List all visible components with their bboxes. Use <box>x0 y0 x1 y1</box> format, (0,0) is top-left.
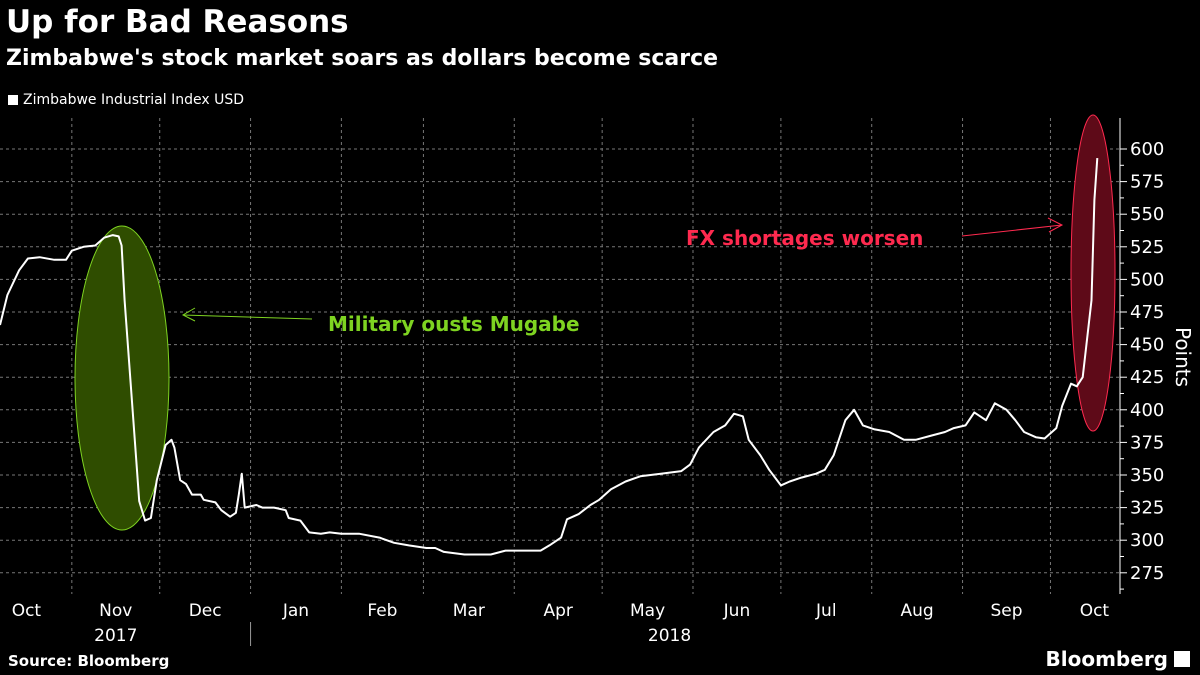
x-tick-label: Oct <box>1080 601 1110 621</box>
chart-subtitle: Zimbabwe's stock market soars as dollars… <box>6 46 719 71</box>
legend-swatch <box>8 95 18 105</box>
y-tick-label: 350 <box>1130 465 1164 486</box>
annotation-fx: FX shortages worsen <box>686 226 923 250</box>
y-tick-label: 325 <box>1130 498 1164 519</box>
y-tick-label: 525 <box>1130 237 1164 258</box>
y-tick-label: 450 <box>1130 335 1164 356</box>
grid <box>0 118 1120 594</box>
x-tick-label: Jul <box>815 601 837 621</box>
y-tick-label: 500 <box>1130 269 1164 290</box>
y-tick-label: 275 <box>1130 563 1164 584</box>
y-tick-label: 375 <box>1130 432 1164 453</box>
x-axis: Oct Nov Dec Jan Feb Mar Apr May Jun Jul Aug Sep Oct 2… <box>12 601 1110 646</box>
x-tick-label: Oct <box>12 601 42 621</box>
source-note: Source: Bloomberg <box>8 652 170 670</box>
annotation-arrow-fx <box>961 224 1063 237</box>
y-tick-label: 550 <box>1130 204 1164 225</box>
year-label: 2017 <box>94 626 137 646</box>
bloomberg-chart-icon <box>1174 651 1190 667</box>
annotation-arrow-coup <box>182 314 313 320</box>
x-tick-label: Sep <box>990 601 1022 621</box>
series-line <box>0 158 1099 556</box>
annotation-arrowhead-coup <box>181 307 196 322</box>
x-tick-label: Aug <box>901 601 934 621</box>
year-label: 2018 <box>648 626 691 646</box>
annotation-arrowhead-fx <box>1047 217 1064 233</box>
x-tick-label: Jun <box>723 601 751 621</box>
y-tick-label: 575 <box>1130 172 1164 193</box>
legend: Zimbabwe Industrial Index USD <box>8 92 244 108</box>
y-tick-label: 475 <box>1130 302 1164 323</box>
x-tick-label: Jan <box>282 601 309 621</box>
annotation-coup: Military ousts Mugabe <box>328 312 580 336</box>
x-tick-label: Mar <box>453 601 485 621</box>
y-tick-label: 400 <box>1130 400 1164 421</box>
y-tick-label: 425 <box>1130 367 1164 388</box>
x-tick-label: Nov <box>99 601 132 621</box>
legend-label: Zimbabwe Industrial Index USD <box>23 92 244 108</box>
x-tick-label: Apr <box>543 601 572 621</box>
y-tick-label: 600 <box>1130 139 1164 160</box>
y-axis: 275 300 325 350 375 400 425 450 475 500 525 550 575 6… <box>1119 118 1164 594</box>
y-axis-label: Points <box>1171 327 1195 387</box>
highlight-ellipse-coup <box>74 225 170 531</box>
chart-title: Up for Bad Reasons <box>6 4 349 40</box>
x-tick-label: Feb <box>367 601 397 621</box>
y-tick-label: 300 <box>1130 530 1164 551</box>
x-tick-label: Dec <box>189 601 222 621</box>
x-tick-label: May <box>630 601 665 621</box>
bloomberg-logo: Bloomberg <box>1046 647 1190 671</box>
